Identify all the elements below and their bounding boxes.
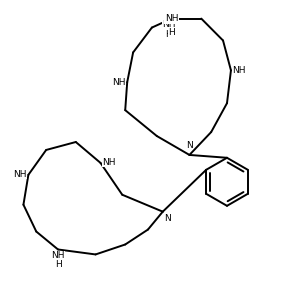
Text: NH: NH	[102, 158, 116, 167]
Text: NH: NH	[232, 66, 246, 75]
Text: NH: NH	[13, 170, 27, 179]
Text: H: H	[168, 28, 175, 37]
Text: H: H	[55, 260, 61, 269]
Text: NH: NH	[51, 251, 65, 260]
Text: N: N	[186, 141, 193, 150]
Text: N: N	[164, 214, 171, 224]
Text: NH
H: NH H	[162, 20, 176, 39]
Text: NH: NH	[165, 14, 178, 23]
Text: NH: NH	[112, 78, 126, 87]
